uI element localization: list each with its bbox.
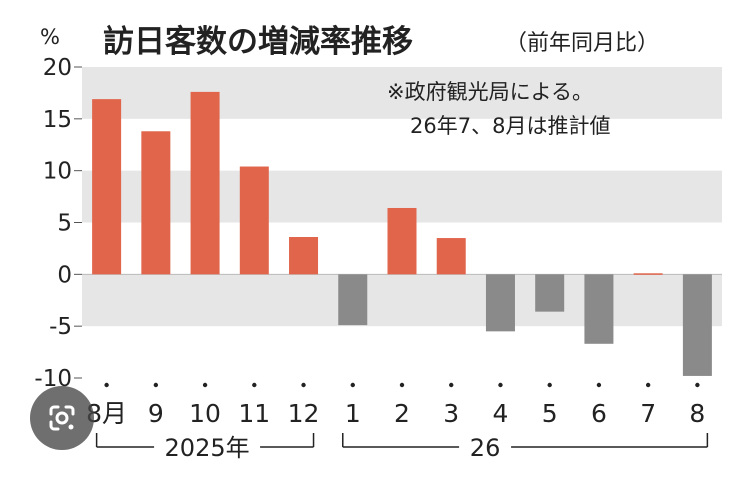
lens-search-button[interactable] bbox=[30, 386, 94, 450]
x-tick-dot bbox=[202, 382, 208, 388]
x-tick-dot bbox=[449, 382, 454, 388]
year-label: 26 bbox=[470, 434, 501, 462]
annotation-line-2: 26年7、8月は推計値 bbox=[410, 114, 610, 138]
y-tick-label: 20 bbox=[43, 55, 72, 81]
x-tick-label: 10 bbox=[189, 399, 221, 428]
x-tick-label: 2 bbox=[394, 399, 410, 428]
bar bbox=[338, 274, 368, 326]
bar bbox=[289, 237, 319, 275]
x-tick-dot bbox=[695, 382, 700, 388]
y-tick-label: 10 bbox=[43, 159, 72, 185]
y-tick-label: -5 bbox=[49, 314, 72, 340]
lens-icon bbox=[49, 405, 75, 431]
x-tick-dot bbox=[153, 382, 159, 388]
bar bbox=[436, 238, 466, 275]
chart-subtitle: （前年同月比） bbox=[505, 31, 659, 56]
y-tick-label: 15 bbox=[43, 107, 72, 133]
x-tick-dot bbox=[645, 382, 651, 388]
bar bbox=[485, 274, 515, 332]
bar bbox=[387, 207, 417, 275]
x-tick-label: 8 bbox=[689, 399, 705, 428]
year-groups: 2025年 26 bbox=[95, 433, 709, 462]
grid-band bbox=[82, 67, 722, 119]
bar bbox=[190, 91, 220, 275]
bar bbox=[535, 274, 565, 312]
y-tick-label: 0 bbox=[57, 262, 72, 288]
annotation-line-1: ※政府観光局による。 bbox=[387, 80, 593, 104]
year-label: 2025年 bbox=[165, 434, 250, 462]
bars bbox=[92, 91, 712, 376]
x-tick-dot bbox=[350, 382, 355, 388]
x-tick-label: 6 bbox=[591, 399, 607, 428]
x-tick-dot bbox=[104, 382, 109, 388]
y-tick-label: 5 bbox=[57, 211, 72, 237]
x-tick-dot bbox=[252, 382, 257, 388]
unit-label: % bbox=[40, 25, 60, 49]
x-tick-dot bbox=[596, 382, 602, 388]
x-tick-label: 7 bbox=[640, 399, 656, 428]
x-tick-label: 5 bbox=[542, 399, 558, 428]
bar bbox=[92, 99, 122, 275]
x-tick-dot bbox=[399, 382, 405, 388]
chart-title: 訪日客数の増減率推移 bbox=[103, 24, 413, 60]
grid-band bbox=[82, 274, 722, 327]
x-tick-label: 9 bbox=[148, 399, 164, 428]
x-tick-label: 1 bbox=[345, 399, 361, 428]
bar bbox=[682, 274, 712, 376]
x-tick-dot bbox=[301, 382, 306, 388]
x-tick-label: 4 bbox=[493, 399, 509, 428]
x-tick-label: 12 bbox=[288, 399, 320, 428]
bar bbox=[584, 274, 614, 344]
x-axis-ticks: 8月 9 10 11 12 1 2 3 4 5 6 7 8 bbox=[86, 382, 705, 428]
x-tick-dot bbox=[498, 382, 503, 388]
bar bbox=[633, 273, 663, 275]
x-tick-label: 11 bbox=[238, 399, 270, 428]
x-tick-dot bbox=[547, 382, 552, 388]
bar bbox=[141, 131, 171, 275]
background-bands bbox=[82, 67, 722, 327]
bar bbox=[239, 166, 269, 275]
x-tick-label: 3 bbox=[443, 399, 459, 428]
